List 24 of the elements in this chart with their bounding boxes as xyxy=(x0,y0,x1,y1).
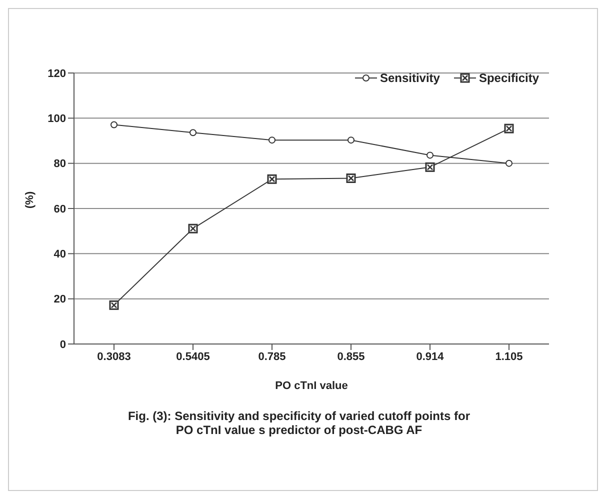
x-tick-label: 0.914 xyxy=(416,350,445,363)
point xyxy=(268,136,276,144)
legend-label: Sensitivity xyxy=(378,71,440,85)
y-tick-label: 40 xyxy=(54,248,66,261)
point xyxy=(426,152,434,159)
text: Fig. (3): Sensitivity and specificity of varied cutoff points for PO cTnI value s predictor of post-CABG AF xyxy=(126,409,472,437)
x-tick-label: 0.3083 xyxy=(97,350,131,363)
legend-label: Specificity xyxy=(478,71,539,85)
x-tick-label: 1.105 xyxy=(495,350,523,363)
point xyxy=(110,121,118,128)
x-tick-label: 0.785 xyxy=(258,350,286,363)
y-tick-label: 120 xyxy=(48,68,66,80)
x-axis-title: PO cTnI value xyxy=(275,380,348,392)
y-tick-label: 100 xyxy=(48,113,66,126)
y-tick-label: 0 xyxy=(60,338,66,351)
y-tick-label: 60 xyxy=(54,203,66,216)
y-axis-title: (%) xyxy=(24,191,36,208)
y-tick-label: 20 xyxy=(54,294,66,306)
point xyxy=(506,160,512,167)
x-tick-label: 0.5405 xyxy=(176,350,210,363)
y-tick-label: 80 xyxy=(54,158,66,170)
point xyxy=(348,136,354,144)
x-tick-label: 0.855 xyxy=(337,350,365,363)
point xyxy=(190,129,196,136)
